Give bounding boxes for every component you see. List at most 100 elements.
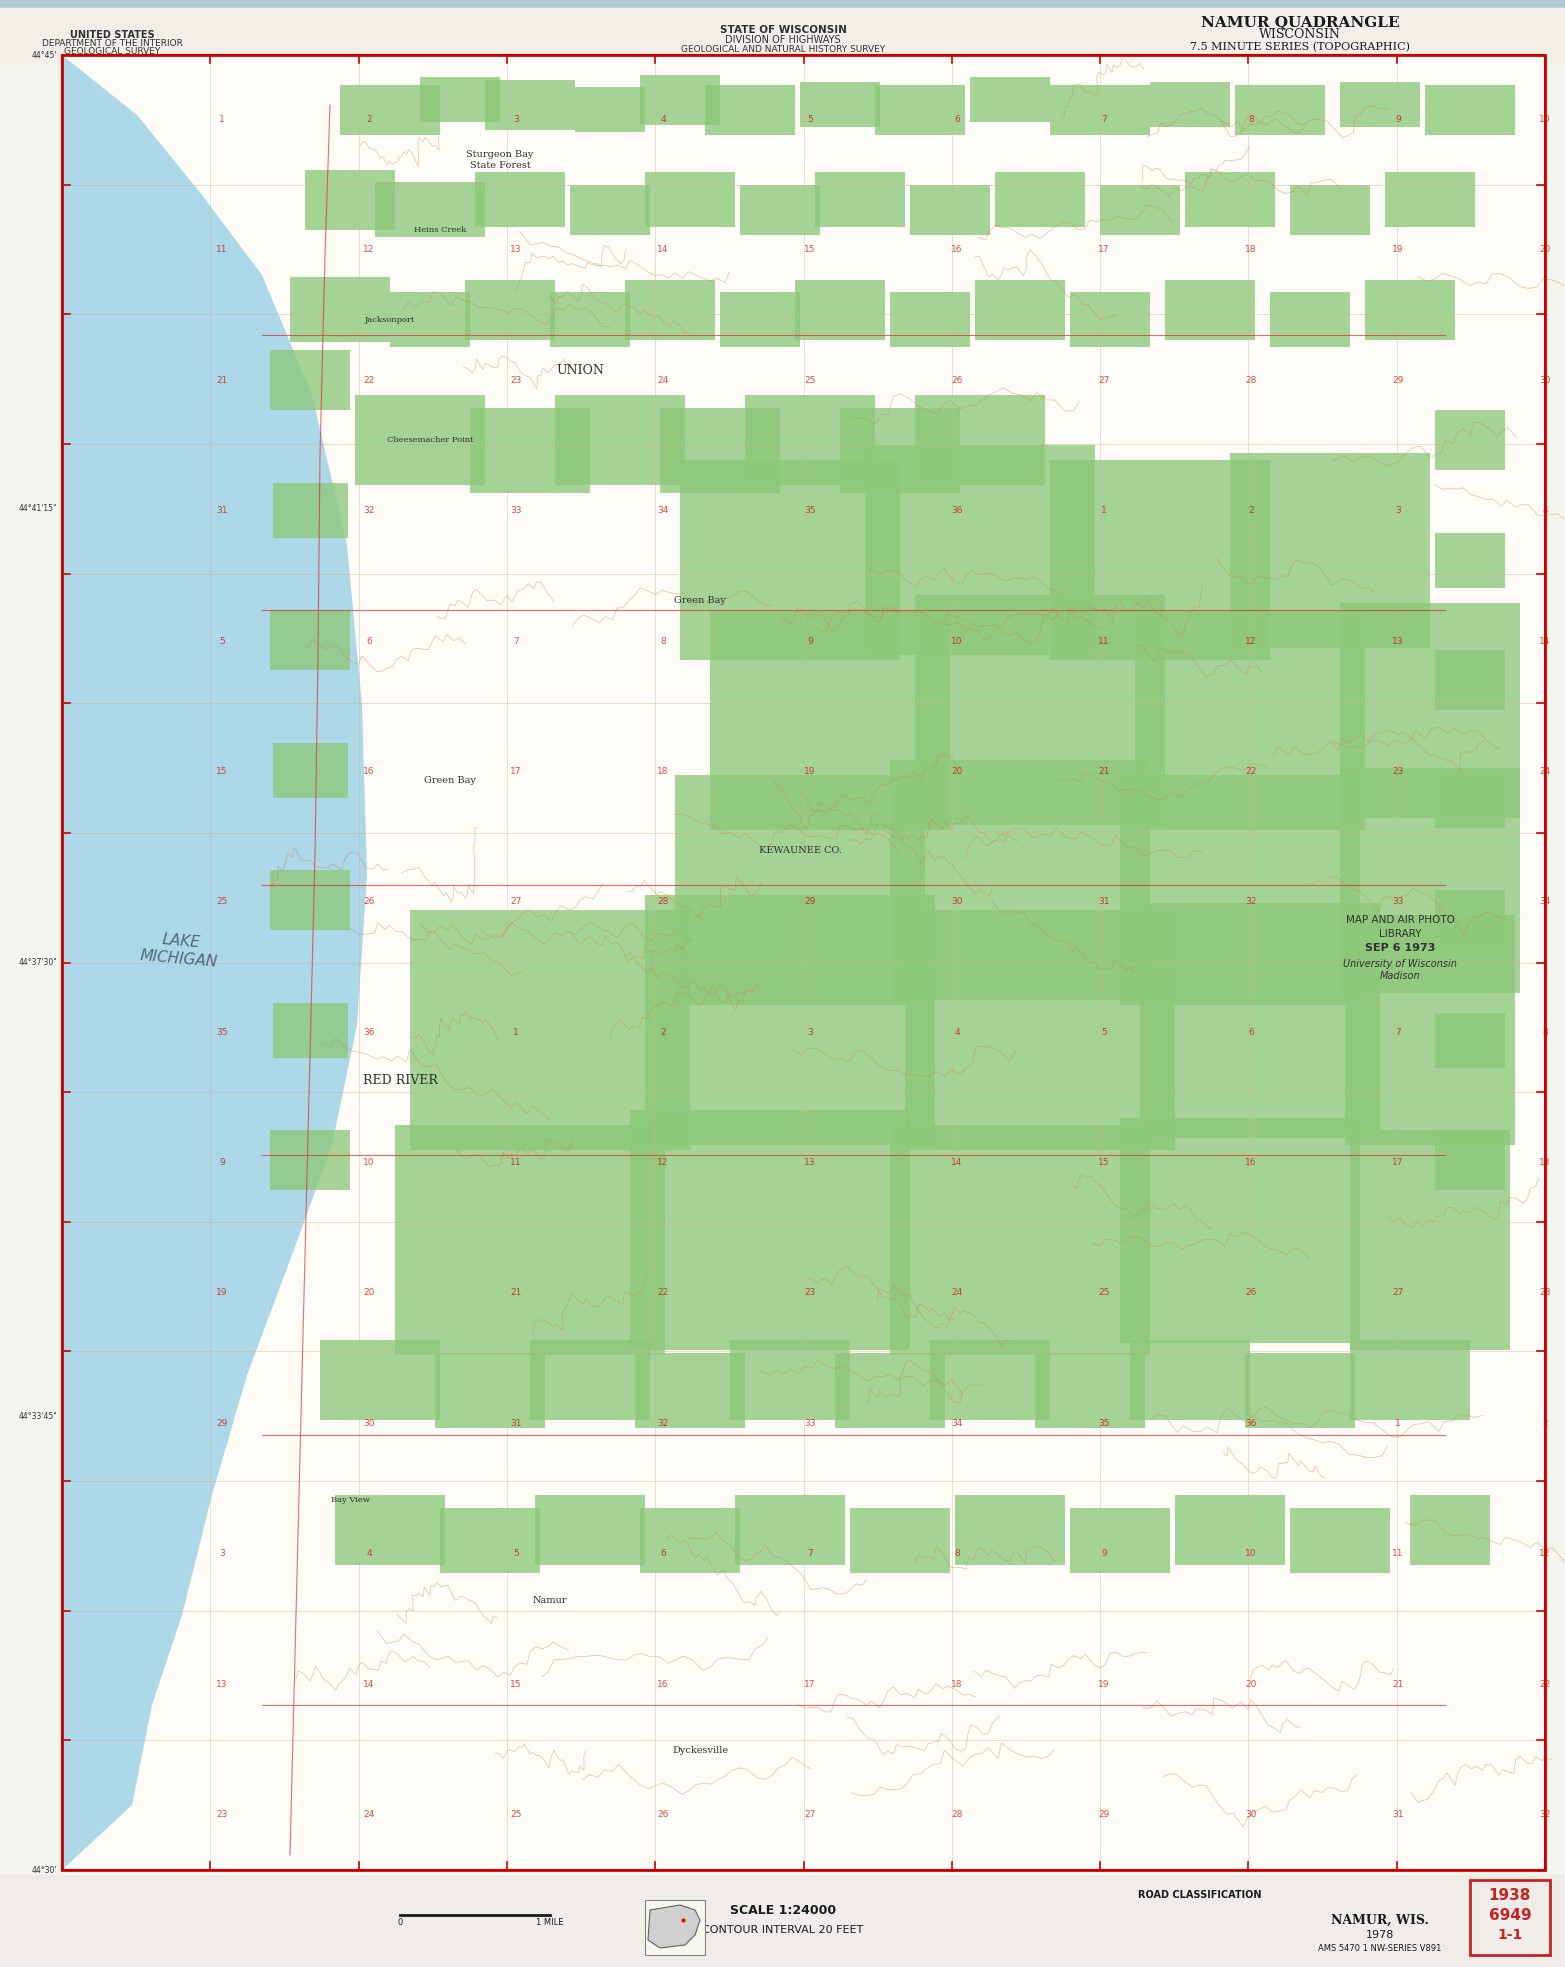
Text: Madison: Madison [1380, 972, 1421, 982]
Text: 1978: 1978 [1366, 1930, 1394, 1939]
Text: 26: 26 [1246, 1288, 1257, 1298]
Text: 23: 23 [1393, 767, 1404, 775]
Bar [319, 1340, 440, 1420]
Bar [905, 911, 1175, 1151]
Bar [1435, 1129, 1506, 1190]
Text: 8: 8 [1249, 114, 1254, 124]
Bar [1351, 1340, 1470, 1420]
Text: Bay View: Bay View [330, 1497, 369, 1505]
Text: 9: 9 [1102, 1550, 1106, 1558]
Bar [681, 460, 900, 661]
Text: 7.5 MINUTE SERIES (TOPOGRAPHIC): 7.5 MINUTE SERIES (TOPOGRAPHIC) [1189, 41, 1410, 53]
Text: 26: 26 [363, 897, 374, 907]
Text: 7: 7 [1394, 1027, 1401, 1037]
Text: 32: 32 [1246, 897, 1257, 907]
Bar [410, 911, 690, 1151]
Bar [890, 1125, 1150, 1355]
Text: 4: 4 [955, 1027, 959, 1037]
Bar [531, 1340, 649, 1420]
Text: 25: 25 [804, 376, 815, 386]
Bar [1344, 915, 1515, 1145]
Bar [485, 81, 574, 130]
Text: 4: 4 [366, 1550, 372, 1558]
Text: 13: 13 [510, 246, 521, 254]
Text: 24: 24 [952, 1288, 962, 1298]
Bar [975, 279, 1066, 340]
Text: 16: 16 [952, 246, 962, 254]
Text: 28: 28 [657, 897, 668, 907]
Text: 32: 32 [363, 506, 374, 515]
Text: 22: 22 [1246, 767, 1257, 775]
Bar [1185, 173, 1275, 228]
Text: 34: 34 [657, 506, 668, 515]
Bar [795, 279, 884, 340]
Text: RED RIVER: RED RIVER [363, 1074, 438, 1086]
Text: 36: 36 [952, 506, 962, 515]
Text: 11: 11 [510, 1159, 521, 1166]
Bar [271, 869, 351, 930]
Bar [1340, 602, 1520, 818]
Text: 35: 35 [804, 506, 815, 515]
Text: 1: 1 [1394, 1418, 1401, 1428]
Bar [1121, 1117, 1360, 1343]
Text: 5: 5 [808, 114, 812, 124]
Bar [440, 1507, 540, 1572]
Text: NAMUR QUADRANGLE: NAMUR QUADRANGLE [1200, 16, 1399, 30]
Text: 17: 17 [1393, 1159, 1404, 1166]
Text: 30: 30 [952, 897, 962, 907]
Text: 29: 29 [216, 1418, 227, 1428]
Bar [1050, 460, 1271, 661]
Bar [272, 482, 347, 537]
Text: 12: 12 [657, 1159, 668, 1166]
Bar [631, 1109, 909, 1349]
Bar [574, 87, 645, 132]
Text: 1: 1 [513, 1027, 520, 1037]
Bar [290, 277, 390, 342]
Bar [1435, 1013, 1506, 1068]
Text: 8: 8 [1542, 1027, 1548, 1037]
Text: 1-1: 1-1 [1498, 1928, 1523, 1941]
Bar [465, 279, 556, 340]
Text: 2: 2 [366, 114, 372, 124]
Bar [394, 1125, 665, 1355]
Bar [1150, 83, 1230, 128]
Text: LIBRARY: LIBRARY [1379, 928, 1421, 938]
Bar [865, 445, 1096, 655]
Bar [1139, 903, 1380, 1137]
Bar [1435, 533, 1506, 588]
Bar [0, 8, 1565, 63]
Text: 24: 24 [657, 376, 668, 386]
Text: 2: 2 [1249, 506, 1254, 515]
Bar [340, 85, 440, 136]
Text: ROAD CLASSIFICATION: ROAD CLASSIFICATION [1138, 1890, 1261, 1900]
Text: 3: 3 [513, 114, 520, 124]
Text: 17: 17 [510, 767, 521, 775]
Text: 29: 29 [1393, 376, 1404, 386]
Text: 27: 27 [1099, 376, 1110, 386]
Bar [419, 77, 499, 122]
Text: Sturgeon Bay
State Forest: Sturgeon Bay State Forest [466, 149, 534, 169]
Text: 15: 15 [804, 246, 815, 254]
Text: 20: 20 [952, 767, 962, 775]
Text: 26: 26 [952, 376, 962, 386]
Bar [815, 173, 905, 228]
Text: 14: 14 [952, 1159, 962, 1166]
Text: 14: 14 [657, 246, 668, 254]
Bar [930, 1340, 1050, 1420]
Text: 4: 4 [660, 114, 665, 124]
Text: 18: 18 [952, 1680, 962, 1688]
Bar [890, 293, 970, 348]
Bar [1340, 767, 1520, 993]
Text: 33: 33 [804, 1418, 815, 1428]
Text: 32: 32 [1540, 1810, 1551, 1819]
Bar [704, 85, 795, 136]
Bar [995, 173, 1085, 228]
Bar [800, 83, 880, 128]
Text: 25: 25 [216, 897, 227, 907]
Text: NAMUR, WIS.: NAMUR, WIS. [1332, 1914, 1429, 1926]
Text: 3: 3 [808, 1027, 812, 1037]
Text: GEOLOGICAL SURVEY: GEOLOGICAL SURVEY [64, 47, 160, 55]
Bar [1340, 83, 1419, 128]
Text: 31: 31 [510, 1418, 521, 1428]
Text: 19: 19 [1099, 1680, 1110, 1688]
